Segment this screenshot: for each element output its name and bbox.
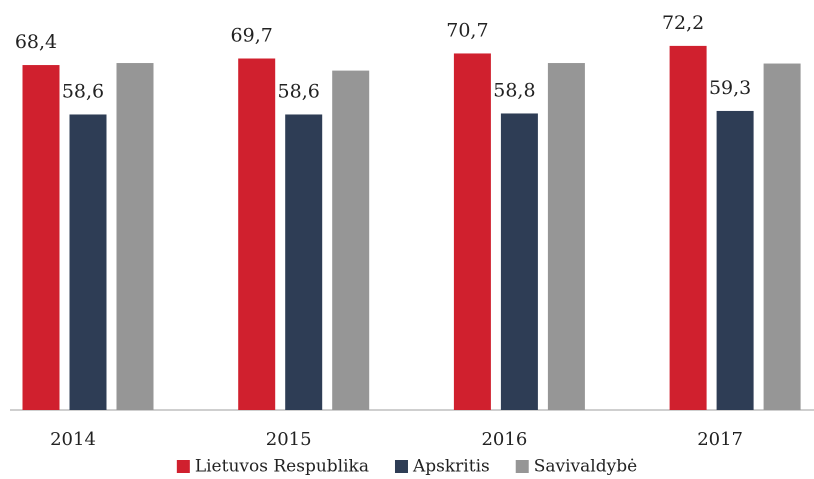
value-label: 59,3 [709, 77, 751, 99]
legend-swatch [176, 460, 190, 473]
x-tick-label: 2014 [50, 429, 96, 450]
bar [453, 53, 491, 411]
value-label: 58,6 [62, 80, 104, 102]
value-label: 58,6 [278, 80, 320, 102]
bar [500, 113, 538, 411]
bar [669, 45, 707, 411]
bar [238, 58, 276, 410]
bar [763, 63, 801, 411]
legend-label: Apskritis [412, 457, 490, 477]
value-label: 69,7 [231, 24, 273, 46]
legend-label: Savivaldybė [534, 457, 637, 477]
bar [716, 110, 754, 410]
value-label: 70,7 [446, 19, 488, 41]
bar [22, 65, 60, 410]
x-tick-label: 2015 [266, 429, 312, 450]
value-label: 72,2 [662, 12, 704, 34]
x-tick-label: 2016 [481, 429, 527, 450]
bar [116, 63, 154, 410]
legend-label: Lietuvos Respublika [195, 457, 369, 477]
value-label: 68,4 [15, 31, 57, 53]
legend-swatch [394, 460, 408, 473]
bar [69, 114, 107, 411]
value-label: 58,8 [493, 79, 535, 101]
bar [332, 70, 370, 410]
bar [547, 63, 585, 410]
legend-swatch [515, 460, 529, 473]
bar [285, 114, 323, 411]
x-tick-label: 2017 [697, 429, 743, 450]
